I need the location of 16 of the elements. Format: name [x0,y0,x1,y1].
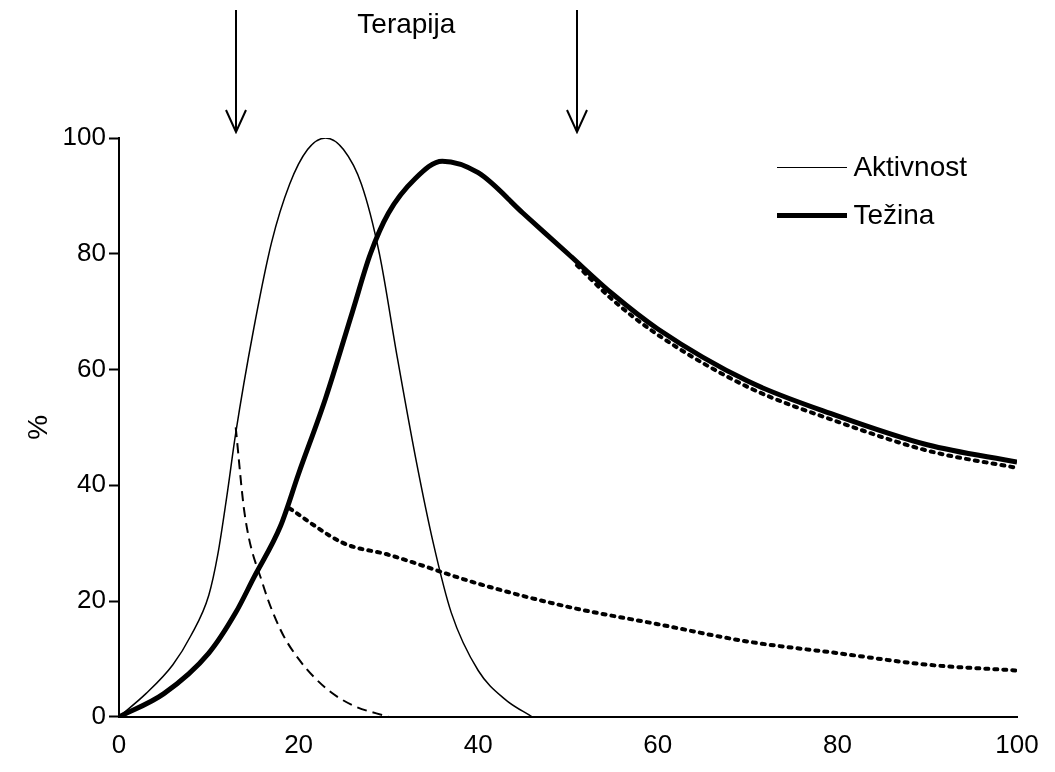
text: Terapija [356,8,457,40]
x-tick-label: 20 [284,728,314,759]
x-tick-label: 0 [111,728,127,759]
y-axis-title: % [21,414,53,440]
y-tick-label: 100 [62,121,106,152]
y-tick-label: 0 [91,699,106,730]
x-tick-label: 80 [822,728,852,759]
x-tick-label: 100 [995,728,1039,759]
legend-label: Težina [853,199,935,231]
y-tick-label: 20 [77,584,106,615]
y-tick-label: 60 [77,352,106,383]
y-tick-label: 40 [77,468,106,499]
legend-label: Aktivnost [853,151,967,183]
y-tick-label: 80 [77,236,106,267]
x-tick-label: 60 [643,728,673,759]
x-tick-label: 40 [463,728,493,759]
